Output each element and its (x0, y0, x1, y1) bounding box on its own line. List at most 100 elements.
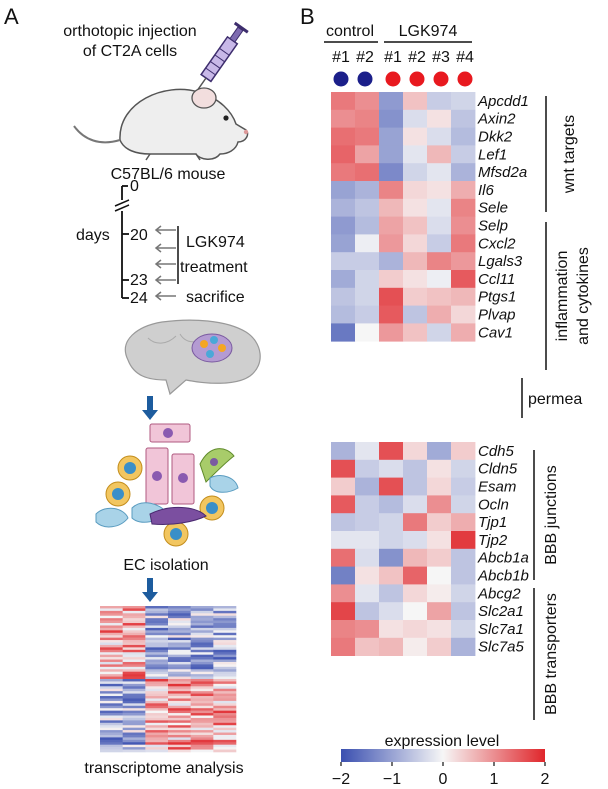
thumbnail-cell (213, 683, 237, 687)
thumbnail-cell (190, 708, 214, 711)
heatmap-cell (451, 495, 476, 514)
thumbnail-cell (145, 613, 169, 617)
thumbnail-cell (122, 739, 146, 743)
bracket-permea-label: permea (528, 391, 582, 408)
thumbnail-cell (100, 681, 123, 685)
heatmap-cell (427, 531, 452, 550)
thumbnail-cell (100, 659, 123, 663)
thumbnail-cell (190, 693, 214, 697)
heatmap-cell (403, 127, 428, 146)
thumbnail-cell (190, 669, 214, 672)
heatmap-cell (379, 109, 404, 128)
thumbnail-cell (145, 747, 169, 750)
thumbnail-cell (145, 708, 169, 711)
thumbnail-cell (145, 727, 169, 731)
thumbnail-cell (100, 676, 123, 680)
thumbnail-cell (168, 630, 191, 634)
thumbnail-cell (100, 640, 123, 643)
thumbnail-cell (168, 652, 191, 655)
heatmap-cell (379, 442, 404, 461)
heatmap-cell (379, 513, 404, 532)
thumbnail-cell (190, 688, 214, 692)
colorbar-tick-label: 1 (490, 771, 499, 788)
heatmap-cell (403, 323, 428, 342)
thumbnail-cell (168, 661, 191, 665)
column-group-dot (385, 71, 401, 87)
gene-label: Apcdd1 (477, 93, 529, 110)
heatmap-cell (355, 127, 380, 146)
thumbnail-cell (213, 623, 237, 626)
thumbnail-cell (122, 652, 146, 655)
heatmap-cell (451, 602, 476, 621)
heatmap-cell (451, 620, 476, 639)
thumbnail-cell (145, 642, 169, 646)
thumbnail-cell (168, 698, 191, 702)
thumbnail-cell (168, 647, 191, 651)
thumbnail-cell (145, 610, 169, 614)
thumbnail-cell (100, 730, 123, 733)
heatmap-cell (331, 637, 356, 656)
thumbnail-cell (213, 671, 237, 675)
thumbnail-cell (213, 686, 237, 690)
heatmap-cell (379, 323, 404, 342)
thumbnail-cell (145, 730, 169, 733)
thumbnail-cell (122, 640, 146, 643)
thumbnail-cell (213, 732, 237, 736)
day-0-label: 0 (130, 178, 139, 195)
thumbnail-cell (168, 640, 191, 643)
heatmap-cell (379, 252, 404, 271)
thumbnail-cell (145, 608, 169, 612)
thumbnail-cell (122, 693, 146, 697)
thumbnail-cell (190, 705, 214, 709)
heatmap-cell (331, 181, 356, 200)
heatmap-cell (355, 548, 380, 567)
thumbnail-cell (168, 722, 191, 726)
bracket-bbb-transporters-label: BBB transporters (543, 593, 560, 715)
thumbnail-cell (168, 635, 191, 638)
thumbnail-cell (213, 730, 237, 733)
heatmap-cell (451, 198, 476, 217)
heatmap-cell (379, 287, 404, 306)
thumbnail-cell (213, 734, 237, 738)
thumbnail-cell (122, 659, 146, 663)
treatment-arrows (154, 225, 176, 301)
thumbnail-cell (100, 620, 123, 624)
thumbnail-cell (168, 725, 191, 728)
treatment-label-line1: LGK974 (186, 234, 245, 251)
thumbnail-cell (190, 749, 214, 753)
thumbnail-cell (190, 710, 214, 714)
thumbnail-cell (100, 693, 123, 697)
heatmap-cell (403, 637, 428, 656)
thumbnail-cell (213, 676, 237, 680)
thumbnail-cell (122, 613, 146, 617)
thumbnail-cell (213, 630, 237, 634)
thumbnail-cell (168, 727, 191, 731)
thumbnail-cell (213, 642, 237, 646)
day-20-label: 20 (130, 227, 148, 244)
thumbnail-cell (213, 725, 237, 728)
heatmap-cell (427, 234, 452, 253)
gene-label: Abcb1a (477, 550, 529, 567)
thumbnail-cell (168, 654, 191, 658)
thumbnail-cell (122, 737, 146, 741)
heatmap-cell (403, 109, 428, 128)
heatmap-cell (427, 584, 452, 603)
thumbnail-cell (145, 679, 169, 682)
heatmap-cell (379, 163, 404, 182)
thumbnail-cell (100, 698, 123, 702)
heatmap-cell (403, 198, 428, 217)
thumbnail-cell (168, 627, 191, 631)
heatmap-cell (427, 305, 452, 324)
heatmap-cell (427, 270, 452, 289)
thumbnail-cell (190, 613, 214, 617)
thumbnail-cell (122, 654, 146, 658)
heatmap-cell (427, 216, 452, 235)
thumbnail-cell (122, 720, 146, 724)
heatmap-cell (379, 216, 404, 235)
thumbnail-cell (190, 642, 214, 646)
gene-label: Abcb1b (477, 568, 529, 585)
heatmap-cell (403, 513, 428, 532)
heatmap-cell (451, 305, 476, 324)
thumbnail-cell (190, 606, 214, 609)
thumbnail-cell (213, 647, 237, 651)
